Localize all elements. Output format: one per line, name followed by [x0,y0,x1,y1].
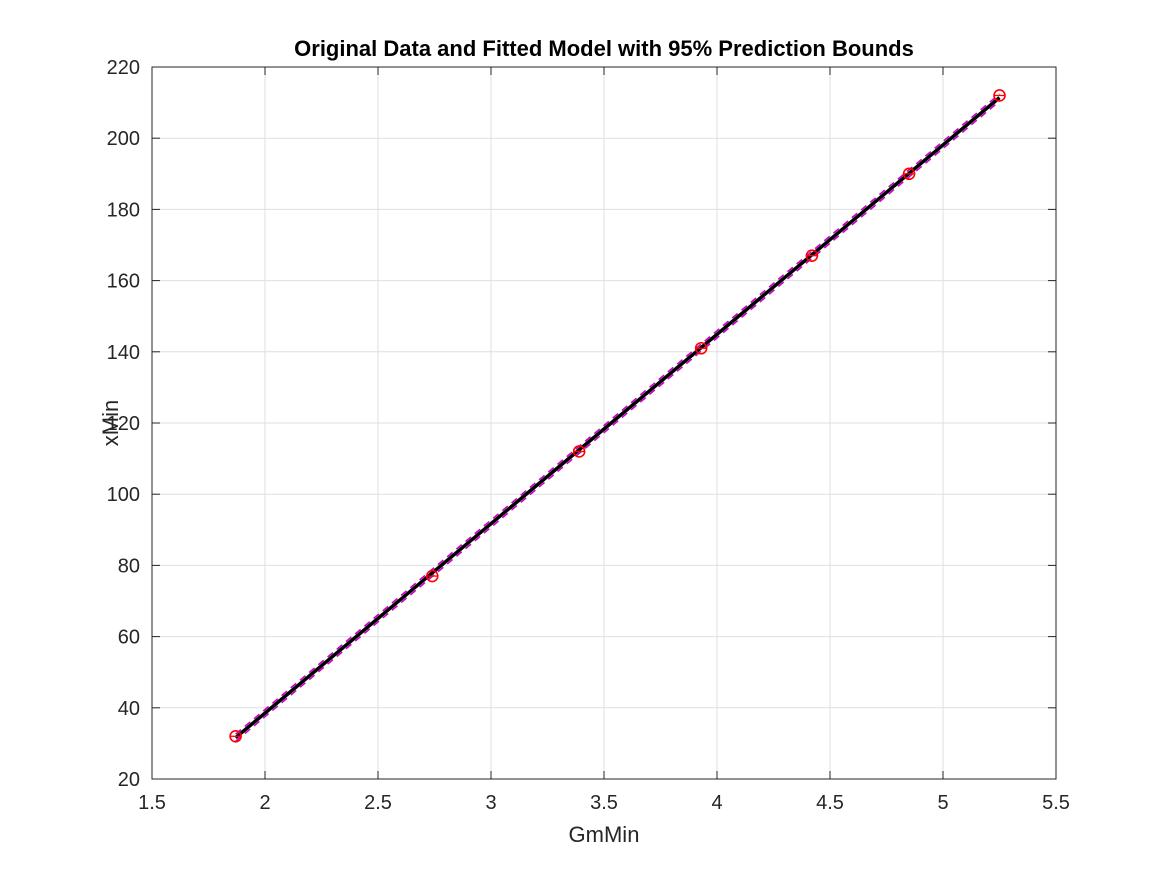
y-tick-label: 200 [107,128,140,150]
y-tick-label: 20 [118,769,140,791]
tick-labels: 1.5 2 2.5 3 3.5 4 4.5 5 5.5 20 40 60 80 100 120 140 160 1… [107,57,1070,814]
x-tick-label: 2.5 [364,792,392,814]
x-tick-label: 3.5 [590,792,618,814]
x-tick-label: 4.5 [816,792,844,814]
plot-area [229,89,1006,743]
x-tick-label: 5.5 [1042,792,1070,814]
prediction-bound-line [235,100,1001,742]
x-tick-label: 4 [711,792,722,814]
fit-line [234,96,1001,740]
y-tick-label: 140 [107,342,140,364]
y-tick-label: 40 [118,698,140,720]
x-tick-label: 5 [937,792,948,814]
y-tick-label: 100 [107,484,140,506]
y-tick-label: 220 [107,57,140,79]
y-tick-label: 160 [107,271,140,293]
y-tick-label: 60 [118,627,140,649]
x-axis-label: GmMin [569,822,640,847]
tick-marks [151,66,1057,780]
x-tick-label: 2 [259,792,270,814]
y-tick-label: 120 [107,413,140,435]
x-tick-label: 1.5 [138,792,166,814]
y-axis-label: xMin [98,400,123,446]
grid [151,66,1057,780]
y-tick-label: 80 [118,555,140,577]
y-tick-label: 180 [107,199,140,221]
prediction-bound-line [235,93,1001,735]
x-tick-label: 3 [485,792,496,814]
chart-title: Original Data and Fitted Model with 95% … [294,36,914,61]
